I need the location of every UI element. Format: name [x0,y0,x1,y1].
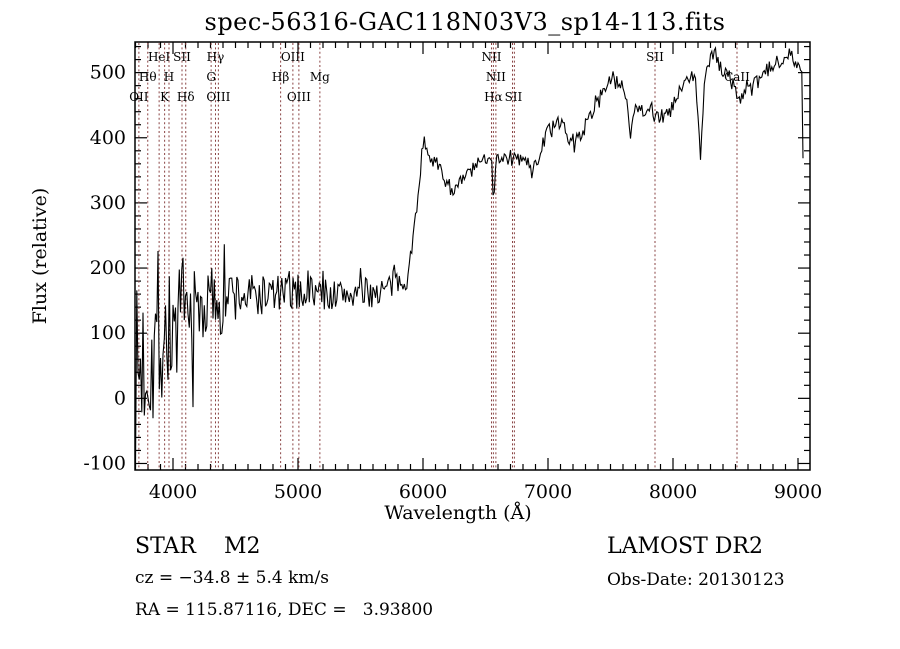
spectral-line-label: SII [646,50,664,64]
y-axis-label: Flux (relative) [29,187,51,325]
spectral-line-label: Hβ [272,70,289,84]
ra-dec-text: RA = 115.87116, DEC = 3.93800 [135,600,434,620]
spectral-line-label: OIII [206,90,230,104]
object-class-text: STAR M2 [135,534,261,559]
x-axis-label: Wavelength (Å) [384,502,532,524]
x-tick-label: 9000 [774,481,822,503]
y-tick-label: 400 [90,127,126,149]
y-tick-label: 300 [90,192,126,214]
spectral-line-label: Hγ [207,50,225,64]
spectral-line-label: SII [173,50,191,64]
spectral-line-label: K [160,90,170,104]
spectral-line-label: G [206,70,216,84]
spectral-line-label: Hα [484,90,503,104]
cz-velocity-text: cz = −34.8 ± 5.4 km/s [135,568,329,588]
y-tick-label: 0 [114,387,126,409]
spectral-line-label: Hθ [139,70,157,84]
spectral-line-label: Hδ [177,90,195,104]
x-tick-label: 5000 [274,481,322,503]
spectral-line-label: NII [482,50,502,64]
x-tick-label: 4000 [149,481,197,503]
y-tick-label: 200 [90,257,126,279]
x-tick-label: 7000 [524,481,572,503]
plot-title: spec-56316-GAC118N03V3_sp14-113.fits [204,8,726,36]
spectral-line-label: HeI [148,50,171,64]
spectrum-trace [134,45,804,467]
spectral-line-label: OII [129,90,149,104]
spectral-line-label: H [164,70,174,84]
x-tick-label: 6000 [399,481,447,503]
obs-date-text: Obs-Date: 20130123 [607,570,785,590]
spectral-line-label: Mg [310,70,330,84]
spectral-line-label: SII [505,90,523,104]
y-tick-label: 100 [90,322,126,344]
spectral-line-label: OIII [281,50,305,64]
x-tick-label: 8000 [649,481,697,503]
y-tick-label: 500 [90,62,126,84]
spectral-line-label: NII [486,70,506,84]
survey-release-text: LAMOST DR2 [607,534,763,559]
spectral-line-label: OIII [287,90,311,104]
plot-frame [134,41,811,471]
y-tick-label: -100 [83,452,126,474]
